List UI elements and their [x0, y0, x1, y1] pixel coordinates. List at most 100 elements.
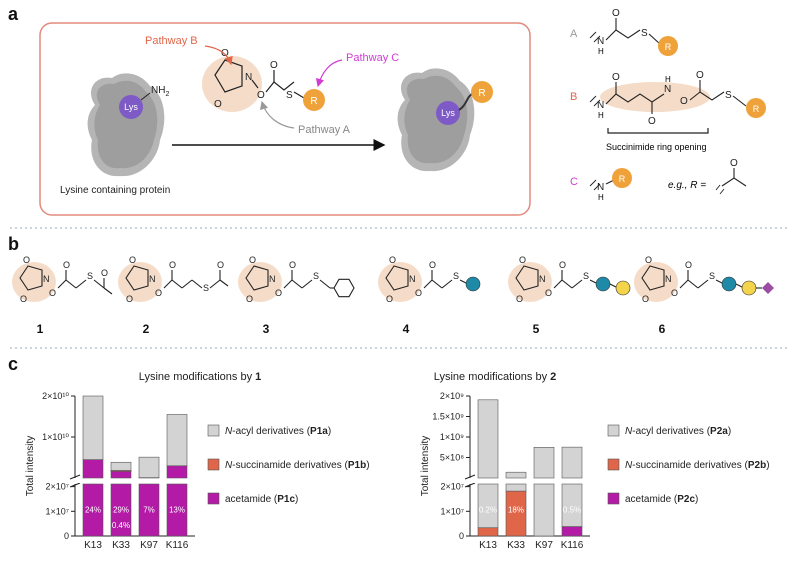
svg-text:S: S	[583, 271, 589, 281]
eg-text: e.g., R =	[668, 180, 706, 191]
y-tick-label: 0	[64, 531, 69, 541]
bar-segment	[139, 457, 159, 478]
bar-segment	[167, 414, 187, 465]
legend-entry: acetamide (P2c)	[625, 494, 698, 505]
x-tick-label: K97	[140, 540, 158, 551]
svg-text:O: O	[730, 158, 738, 169]
svg-text:N: N	[665, 274, 672, 284]
bar-percent-label: 0.2%	[479, 506, 497, 515]
svg-text:S: S	[87, 271, 93, 281]
protein-left: Lys NH2	[88, 73, 170, 176]
svg-text:O: O	[275, 288, 282, 298]
svg-text:S: S	[453, 271, 459, 281]
y-tick-label: 5×10⁸	[440, 453, 464, 463]
bar-segment	[534, 484, 554, 536]
legend-entry: N-acyl derivatives (P1a)	[225, 426, 331, 437]
bar-segment	[83, 460, 103, 478]
svg-text:O: O	[155, 288, 162, 298]
svg-text:R: R	[753, 104, 760, 114]
ring-opening-bracket	[608, 128, 708, 133]
bar-percent-label: 29%	[113, 506, 129, 515]
legend-swatch	[208, 459, 219, 470]
pathway-c-label: Pathway C	[346, 52, 399, 64]
svg-text:S: S	[286, 90, 293, 101]
y-tick-label: 1×10⁷	[440, 506, 464, 516]
legend-entry: N-acyl derivatives (P2a)	[625, 426, 731, 437]
svg-text:O: O	[545, 288, 552, 298]
svg-text:O: O	[386, 294, 393, 304]
product-B: B N H O O N H O O S R Succinimide ring o…	[570, 70, 766, 152]
svg-text:O: O	[63, 260, 70, 270]
svg-text:O: O	[429, 260, 436, 270]
legend-swatch	[208, 493, 219, 504]
protein-caption: Lysine containing protein	[60, 185, 170, 196]
bar-segment	[83, 396, 103, 460]
svg-text:O: O	[289, 260, 296, 270]
svg-text:H: H	[598, 193, 604, 202]
x-tick-label: K33	[507, 540, 525, 551]
svg-text:O: O	[129, 255, 136, 265]
svg-text:O: O	[23, 255, 30, 265]
y-tick-label: 2×10⁷	[45, 482, 69, 492]
chart-title: Lysine modifications by 2	[434, 371, 557, 383]
y-tick-label: 0	[459, 531, 464, 541]
svg-text:H: H	[598, 111, 604, 120]
svg-text:O: O	[696, 70, 704, 81]
svg-text:H: H	[598, 47, 604, 56]
molecule-number: 6	[659, 322, 666, 336]
y-tick-label: 1×10⁹	[440, 432, 464, 442]
bar-segment	[111, 462, 131, 470]
product-C: C N H R e.g., R = O	[570, 158, 746, 202]
bar-percent-label: 0.5%	[563, 506, 581, 515]
molecule-number: 1	[37, 322, 44, 336]
reagent-structure: O O N O O S R	[202, 48, 325, 112]
svg-text:A: A	[570, 28, 578, 40]
svg-text:O: O	[671, 288, 678, 298]
y-tick-label: 1×10⁷	[45, 506, 69, 516]
svg-text:O: O	[519, 255, 526, 265]
svg-text:O: O	[214, 99, 222, 110]
svg-text:O: O	[415, 288, 422, 298]
y-tick-label: 2×10⁷	[440, 482, 464, 492]
y-tick-label: 1.5×10⁹	[432, 412, 464, 422]
y-tick-label: 1×10¹⁰	[42, 432, 69, 442]
bar-percent-label: 7%	[143, 506, 155, 515]
svg-text:H: H	[665, 75, 671, 84]
ring-opening-label: Succinimide ring opening	[606, 142, 707, 152]
svg-text:N: N	[409, 274, 416, 284]
bar-segment	[167, 466, 187, 478]
svg-text:O: O	[49, 288, 56, 298]
svg-text:O: O	[389, 255, 396, 265]
legend-entry: N-succinamide derivatives (P1b)	[225, 460, 370, 471]
panel-c-letter: c	[8, 354, 18, 374]
lys-label-right: Lys	[441, 108, 455, 118]
chart-title: Lysine modifications by 1	[139, 371, 262, 383]
protein-right: Lys R	[398, 68, 493, 171]
svg-text:O: O	[612, 72, 620, 83]
panel-a-letter: a	[8, 4, 19, 24]
bar-percent-label: 24%	[85, 506, 101, 515]
molecule-number: 5	[533, 322, 540, 336]
bar-segment	[534, 447, 554, 478]
svg-text:B: B	[570, 91, 577, 103]
molecule-number: 2	[143, 322, 150, 336]
svg-text:O: O	[169, 260, 176, 270]
svg-text:S: S	[203, 283, 209, 293]
bar-segment	[562, 527, 582, 536]
bar-segment	[506, 484, 526, 491]
svg-text:O: O	[648, 116, 656, 127]
svg-text:N: N	[597, 100, 604, 111]
svg-text:O: O	[559, 260, 566, 270]
legend-swatch	[608, 425, 619, 436]
svg-text:R: R	[478, 88, 485, 99]
svg-text:O: O	[645, 255, 652, 265]
legend-entry: N-succinamide derivatives (P2b)	[625, 460, 770, 471]
bar-percent-label: 0.4%	[112, 521, 130, 530]
